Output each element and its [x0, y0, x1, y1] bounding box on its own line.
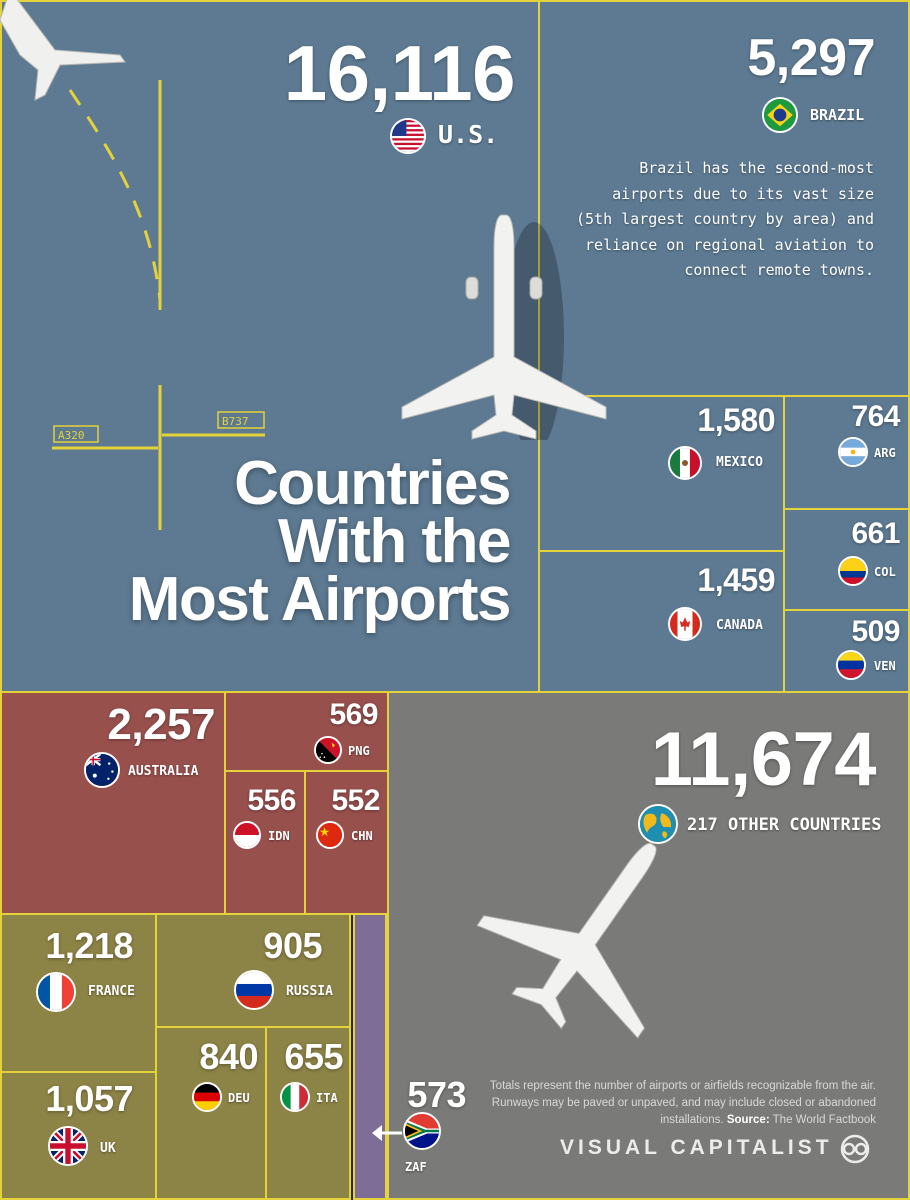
- value-mexico: 1,580: [697, 402, 775, 438]
- value-canada: 1,459: [697, 562, 775, 598]
- title-line-2: With the: [278, 507, 511, 576]
- footnote-text: Totals represent the number of airports …: [489, 1080, 876, 1126]
- germany-flag-icon: [192, 1082, 222, 1112]
- value-italy: 655: [284, 1036, 343, 1077]
- label-south-africa: ZAF: [405, 1160, 427, 1174]
- tile-other: [387, 691, 910, 1200]
- canada-flag-icon: [668, 607, 702, 641]
- airplane-icon: [401, 214, 607, 440]
- label-russia: RUSSIA: [286, 984, 333, 999]
- tile-australia: [0, 691, 226, 915]
- value-south-africa: 573: [407, 1074, 466, 1115]
- label-colombia: COL: [874, 565, 896, 579]
- airplane-icon: [476, 842, 657, 1039]
- value-venezuela: 509: [851, 615, 900, 648]
- uk-flag-icon: [48, 1126, 88, 1166]
- colombia-flag-icon: [838, 556, 868, 586]
- airplane-icon: [0, 0, 126, 101]
- indonesia-flag-icon: [233, 821, 261, 849]
- brazil-note: Brazil has the second-most airports due …: [575, 159, 874, 279]
- label-venezuela: VEN: [874, 659, 896, 673]
- value-argentina: 764: [851, 400, 900, 433]
- argentina-flag-icon: [838, 437, 868, 467]
- tile-canada: [538, 550, 785, 693]
- tile-brazil: [538, 0, 910, 397]
- runway-markings: A320 B737: [52, 80, 265, 530]
- value-australia: 2,257: [107, 700, 215, 749]
- value-china: 552: [331, 784, 380, 817]
- brand-wordmark: VISUAL CAPITALIST: [560, 1136, 833, 1159]
- value-png: 569: [329, 698, 378, 731]
- brand-logo-icon: [840, 1134, 870, 1164]
- france-flag-icon: [36, 972, 76, 1012]
- russia-flag-icon: [234, 970, 274, 1010]
- china-flag-icon: [316, 821, 344, 849]
- page-title: Countries With the Most Airports: [0, 449, 512, 634]
- tile-png: [224, 691, 389, 772]
- title-line-3: Most Airports: [128, 565, 512, 634]
- arrow-left-icon: [372, 1125, 402, 1141]
- label-australia: AUSTRALIA: [128, 764, 199, 779]
- label-us: U.S.: [438, 120, 499, 149]
- label-italy: ITA: [316, 1091, 338, 1105]
- label-germany: DEU: [228, 1091, 250, 1105]
- value-uk: 1,057: [45, 1078, 133, 1119]
- value-indonesia: 556: [247, 784, 296, 817]
- runway-marking-b737: B737: [222, 415, 249, 428]
- tile-us: [0, 0, 540, 693]
- value-brazil: 5,297: [747, 29, 875, 87]
- footnote-source: The World Factbook: [772, 1114, 876, 1126]
- title-line-1: Countries: [234, 449, 511, 518]
- value-germany: 840: [199, 1036, 258, 1077]
- value-colombia: 661: [851, 517, 900, 550]
- tile-germany: [155, 1026, 267, 1200]
- value-france: 1,218: [45, 925, 133, 966]
- label-png: PNG: [348, 744, 370, 758]
- venezuela-flag-icon: [836, 650, 866, 680]
- value-us: 16,116: [283, 29, 516, 117]
- tile-italy: [265, 1026, 351, 1200]
- italy-flag-icon: [280, 1082, 310, 1112]
- runway-marking-a320: A320: [58, 429, 85, 442]
- label-france: FRANCE: [88, 984, 135, 999]
- label-mexico: MEXICO: [716, 455, 763, 470]
- mexico-flag-icon: [668, 446, 702, 480]
- globe-icon: [638, 804, 678, 844]
- label-china: CHN: [351, 829, 373, 843]
- label-uk: UK: [100, 1141, 116, 1156]
- footnote-source-label: Source:: [726, 1114, 770, 1126]
- brazil-flag-icon: [762, 97, 798, 133]
- australia-flag-icon: [84, 752, 120, 788]
- value-other: 11,674: [650, 717, 877, 802]
- tile-south-africa: [353, 913, 387, 1200]
- label-brazil: BRAZIL: [810, 106, 865, 124]
- png-flag-icon: [314, 736, 342, 764]
- footnote: Totals represent the number of airports …: [470, 1078, 876, 1129]
- tile-france: [0, 913, 157, 1073]
- us-flag-icon: [390, 118, 426, 154]
- value-russia: 905: [263, 925, 322, 966]
- label-indonesia: IDN: [268, 829, 290, 843]
- label-canada: CANADA: [716, 618, 763, 633]
- label-argentina: ARG: [874, 446, 896, 460]
- south-africa-flag-icon: [403, 1112, 441, 1150]
- label-other: 217 OTHER COUNTRIES: [687, 815, 882, 835]
